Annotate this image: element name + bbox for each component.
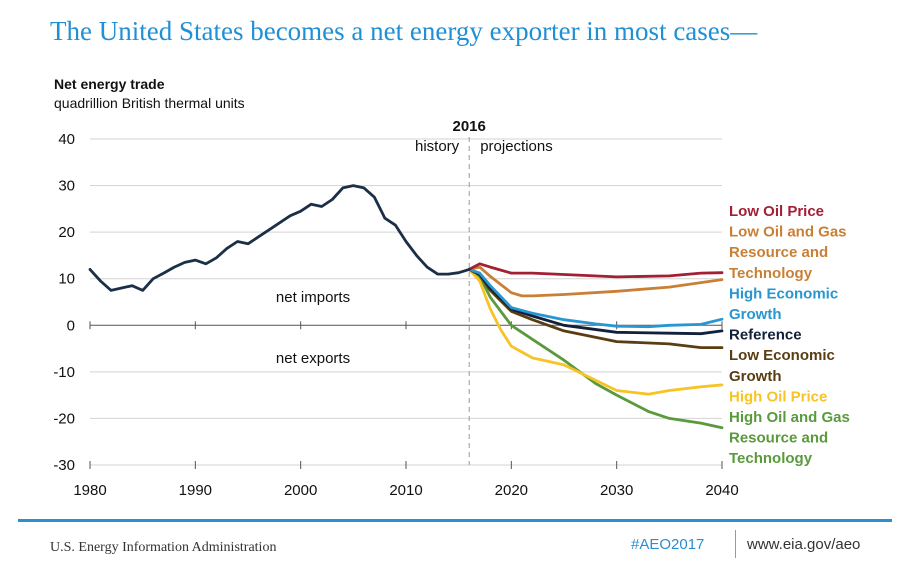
legend-label: High Oil Price xyxy=(729,388,827,405)
net-exports-label: net exports xyxy=(276,350,350,367)
legend: Low Oil Price Low Oil and Gas Resource and… xyxy=(729,203,850,467)
projections-label: projections xyxy=(480,138,553,155)
x-tick-label: 2000 xyxy=(284,482,317,499)
legend-label: High Economic xyxy=(729,285,838,302)
footer-separator xyxy=(735,530,736,558)
x-tick-label: 2010 xyxy=(389,482,422,499)
x-tick-label: 2020 xyxy=(495,482,528,499)
series-line-high-economic-growth xyxy=(467,268,724,329)
y-tick-label: -10 xyxy=(53,364,75,381)
legend-label: High Oil and Gas xyxy=(729,409,850,426)
legend-label: Technology xyxy=(729,450,813,467)
history-label: history xyxy=(415,138,460,155)
agency-name: U.S. Energy Information Administration xyxy=(50,540,277,555)
series-line-low-oil-price xyxy=(467,262,724,279)
legend-label: Resource and xyxy=(729,430,828,447)
legend-label: Reference xyxy=(729,327,802,344)
y-tick-label: 20 xyxy=(58,224,75,241)
x-tick-label: 2040 xyxy=(705,482,738,499)
net-imports-label: net imports xyxy=(276,289,350,306)
legend-label: Low Oil and Gas xyxy=(729,224,847,241)
series-line-low-oil-and-gas-resource-and-technology xyxy=(467,265,724,298)
series-line-high-oil-price xyxy=(467,268,724,396)
series-lines xyxy=(88,184,724,430)
divider: 2016 history projections xyxy=(415,118,553,465)
x-tick-label: 2030 xyxy=(600,482,633,499)
y-tick-label: -30 xyxy=(53,457,75,474)
footer-rule xyxy=(18,519,892,522)
y-tick-label: 30 xyxy=(58,178,75,195)
y-tick-label: 40 xyxy=(58,131,75,148)
legend-label: Low Economic xyxy=(729,347,835,364)
legend-label: Growth xyxy=(729,368,782,385)
hashtag-link[interactable]: #AEO2017 xyxy=(631,536,705,553)
legend-label: Technology xyxy=(729,265,813,282)
y-axis-unit: quadrillion British thermal units xyxy=(54,95,245,111)
series-line-low-economic-growth xyxy=(467,268,724,349)
y-tick-label: 10 xyxy=(58,271,75,288)
y-tick-label: -20 xyxy=(53,410,75,427)
gridlines xyxy=(90,138,722,466)
y-tick-labels: 40 30 20 10 0 -10 -20 -30 xyxy=(53,131,75,474)
legend-label: Low Oil Price xyxy=(729,203,824,220)
region-labels: net imports net exports xyxy=(276,289,350,367)
y-tick-label: 0 xyxy=(67,317,75,334)
chart-title: The United States becomes a net energy e… xyxy=(50,16,758,46)
legend-label: Growth xyxy=(729,306,782,323)
x-tick-label: 1990 xyxy=(179,482,212,499)
x-tick-label: 1980 xyxy=(73,482,106,499)
divider-year-label: 2016 xyxy=(453,118,486,135)
y-axis-title: Net energy trade xyxy=(54,76,165,92)
legend-label: Resource and xyxy=(729,244,828,261)
website-link[interactable]: www.eia.gov/aeo xyxy=(747,536,861,553)
series-line-history xyxy=(88,184,471,292)
x-axis: 1980 1990 2000 2010 2020 2030 2040 xyxy=(73,321,739,499)
